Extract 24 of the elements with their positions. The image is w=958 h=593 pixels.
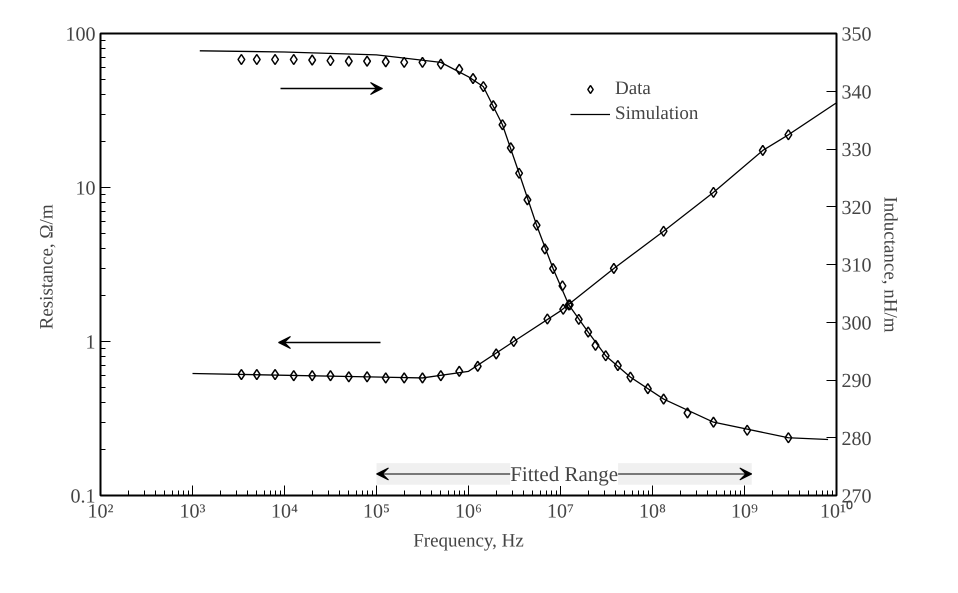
y2-axis-title: Inductance, nH/m xyxy=(880,196,900,333)
y2-tick-label: 290 xyxy=(842,370,872,392)
y2-tick-label: 330 xyxy=(842,139,872,161)
y-tick-label: 1 xyxy=(86,332,96,354)
y2-tick-label: 300 xyxy=(842,312,872,334)
x-tick-label: 10⁶ xyxy=(455,500,482,522)
x-tick-label: 10⁴ xyxy=(271,500,298,522)
y-axis-title: Resistance, Ω/m xyxy=(36,204,58,330)
y2-tick-label: 340 xyxy=(842,81,872,104)
x-axis-title: Frequency, Hz xyxy=(413,530,524,552)
x-tick-label: 10⁷ xyxy=(547,500,574,522)
y2-tick-label: 350 xyxy=(842,24,872,46)
x-tick-label: 10³ xyxy=(180,500,206,522)
band-label: Fitted Range xyxy=(510,462,618,486)
x-tick-label: 10⁵ xyxy=(363,500,390,522)
x-tick-label: 10⁸ xyxy=(639,500,666,522)
y2-tick-label: 280 xyxy=(842,428,872,450)
y-tick-label: 100 xyxy=(66,24,96,46)
legend-label: Data xyxy=(615,78,651,100)
y2-tick-label: 320 xyxy=(842,196,872,219)
y-tick-label: 10 xyxy=(76,178,96,200)
y2-tick-label: 310 xyxy=(842,254,872,276)
legend-label: Simulation xyxy=(615,103,698,125)
x-tick-label: 10⁹ xyxy=(731,500,758,522)
